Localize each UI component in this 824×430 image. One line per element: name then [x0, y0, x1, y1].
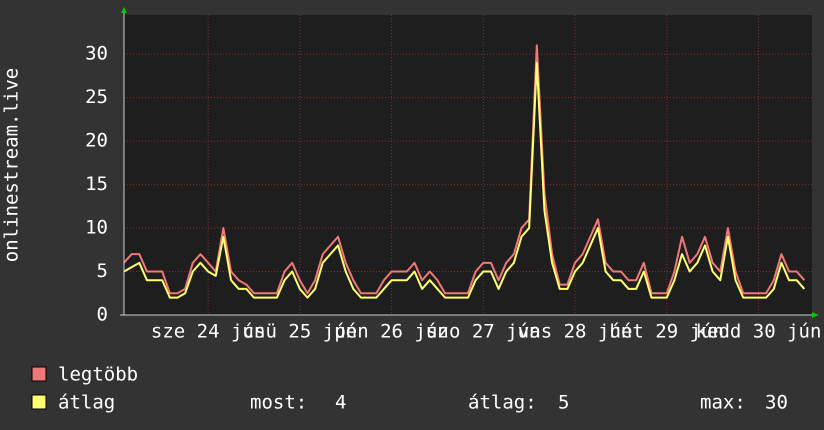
y-tick-label: 10 [85, 217, 108, 239]
legend-swatch [31, 394, 47, 410]
x-tick-label: sze 24 jún [151, 321, 265, 343]
x-tick-label: vas 28 jún [518, 321, 632, 343]
y-arrow [121, 7, 127, 13]
y-tick-label: 25 [85, 86, 108, 108]
x-tick-label: csü 25 jún [243, 321, 357, 343]
y-tick-label: 15 [85, 173, 108, 195]
series-line [123, 61, 806, 299]
legend: legtöbb átlag most: 4 átlag: 5 max: 30 [31, 364, 788, 414]
y-tick-label: 0 [97, 304, 108, 326]
lines [123, 44, 806, 299]
series-line [123, 44, 806, 295]
legend-label: átlag [58, 392, 115, 414]
y-tick-label: 30 [85, 43, 108, 65]
legend-label: legtöbb [58, 364, 138, 386]
y-axis-label: onlinestream.live [1, 68, 23, 262]
summary-value: 30 [765, 392, 788, 414]
summary-label: átlag: [468, 392, 537, 414]
y-tick-label: 20 [85, 130, 108, 152]
x-tick-label: hét 29 jún [610, 321, 724, 343]
x-tick-label: szo 27 jún [426, 321, 540, 343]
legend-swatch [31, 366, 47, 382]
x-tick-label: kedd 30 jún [696, 321, 822, 343]
x-arrow [812, 312, 818, 318]
x-tick-label: pén 26 jún [334, 321, 448, 343]
summary-value: 5 [558, 392, 569, 414]
grid [124, 15, 812, 316]
summary-label: max: [700, 392, 746, 414]
summary-value: 4 [335, 392, 346, 414]
y-tick-label: 5 [97, 260, 108, 282]
summary-label: most: [250, 392, 307, 414]
plot-area [124, 15, 812, 315]
